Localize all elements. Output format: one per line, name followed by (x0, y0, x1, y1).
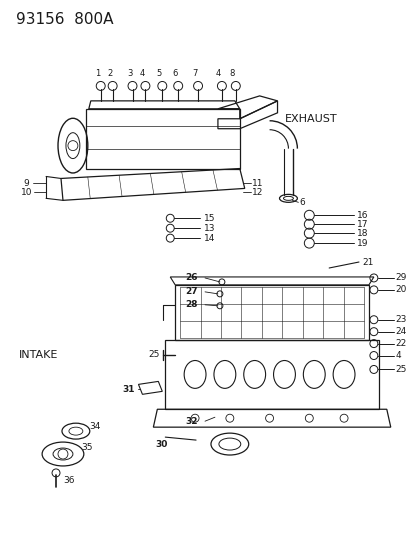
Text: 28: 28 (185, 300, 197, 309)
Text: 18: 18 (356, 229, 368, 238)
Text: 10: 10 (21, 188, 33, 197)
Text: 36: 36 (63, 477, 74, 486)
Text: 20: 20 (395, 285, 406, 294)
Text: 22: 22 (395, 339, 406, 348)
Text: 1: 1 (95, 69, 100, 77)
Text: 12: 12 (251, 188, 262, 197)
Text: 24: 24 (395, 327, 406, 336)
Text: 23: 23 (395, 315, 406, 324)
Text: 27: 27 (185, 287, 197, 296)
Text: 16: 16 (356, 211, 368, 220)
Text: 9: 9 (23, 179, 29, 188)
Text: 4: 4 (140, 69, 145, 77)
Text: INTAKE: INTAKE (19, 350, 59, 360)
Text: 34: 34 (88, 422, 100, 431)
Text: 5: 5 (156, 69, 161, 77)
Text: 11: 11 (251, 179, 263, 188)
Text: 15: 15 (204, 214, 215, 223)
Text: 26: 26 (185, 273, 197, 282)
Text: 3: 3 (126, 69, 132, 77)
Text: 4: 4 (395, 351, 400, 360)
Text: 93156  800A: 93156 800A (16, 12, 114, 27)
Text: 7: 7 (192, 69, 197, 77)
Text: 4: 4 (215, 69, 220, 77)
Text: 25: 25 (148, 350, 159, 359)
Text: 19: 19 (356, 239, 368, 248)
Text: 30: 30 (155, 440, 167, 449)
Text: 25: 25 (395, 365, 406, 374)
Text: 35: 35 (81, 442, 92, 451)
Text: 6: 6 (299, 198, 304, 207)
Text: 17: 17 (356, 220, 368, 229)
Text: 8: 8 (228, 69, 234, 77)
Text: 21: 21 (361, 257, 373, 266)
Text: 6: 6 (172, 69, 178, 77)
Text: EXHAUST: EXHAUST (284, 114, 336, 124)
Text: 31: 31 (122, 385, 135, 394)
Text: 29: 29 (395, 273, 406, 282)
Text: 14: 14 (204, 233, 215, 243)
Text: 13: 13 (204, 224, 215, 233)
Text: 2: 2 (107, 69, 112, 77)
Text: 32: 32 (185, 417, 197, 426)
